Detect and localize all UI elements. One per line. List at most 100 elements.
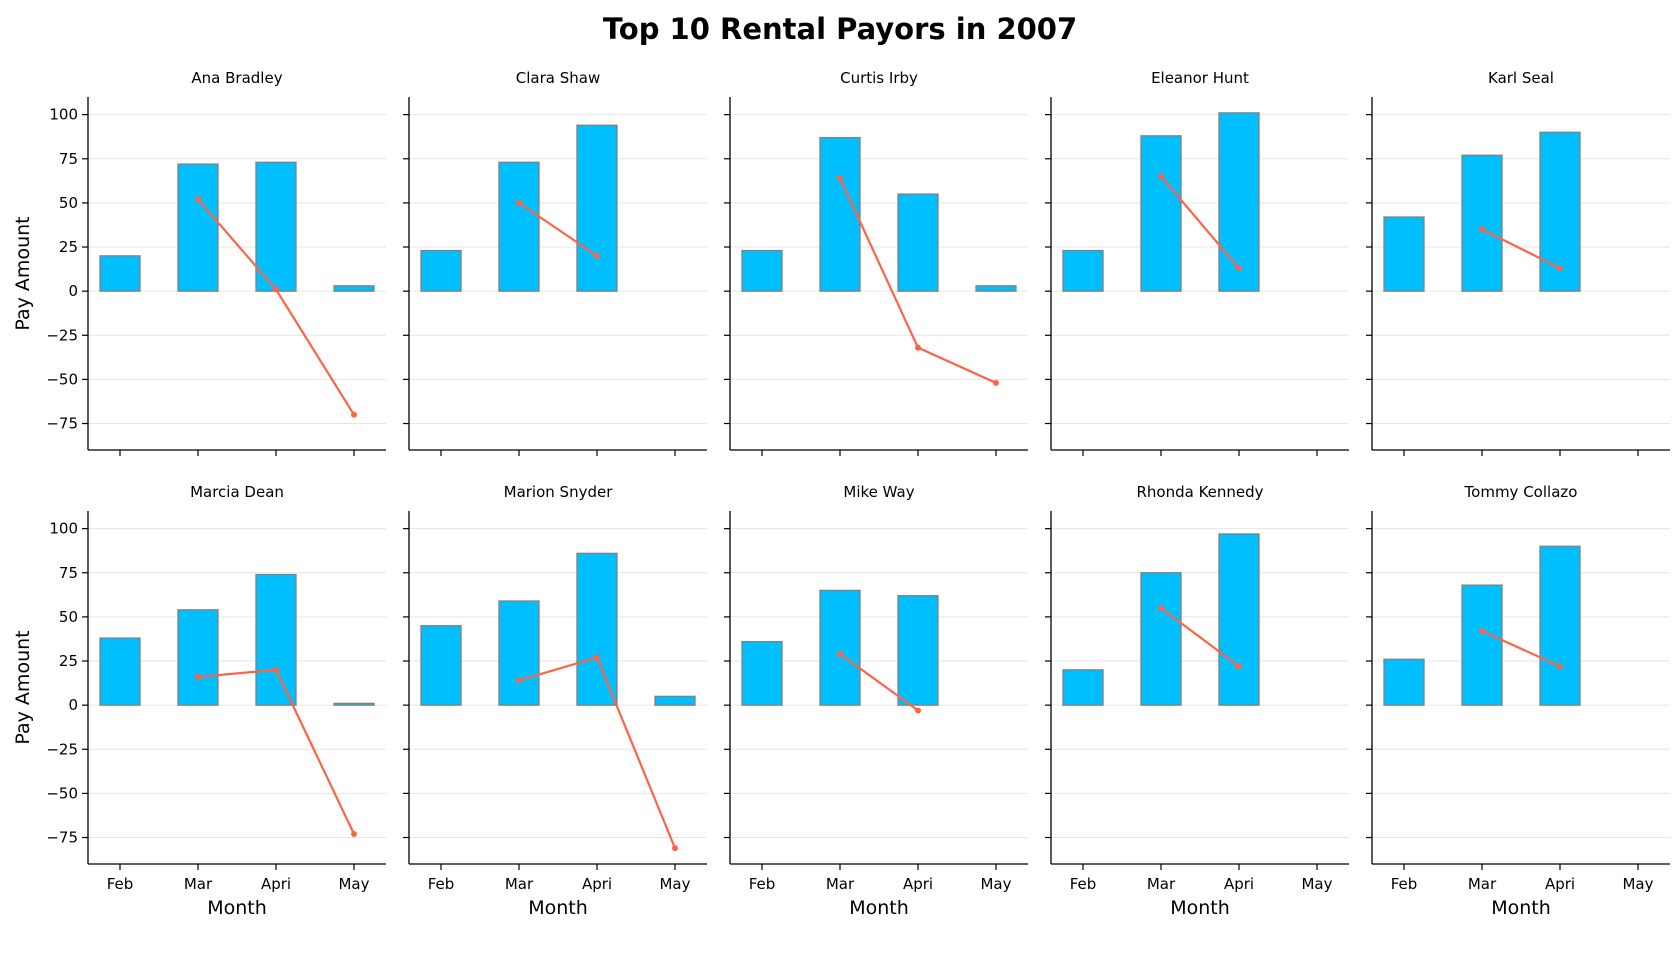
x-tick-label: Feb	[1070, 875, 1097, 893]
bar	[1461, 154, 1503, 292]
y-tick-label: 50	[59, 194, 78, 212]
series-line	[839, 653, 919, 712]
bar	[819, 589, 861, 706]
bar	[1383, 216, 1425, 292]
facet-curtis-irby: Curtis Irby	[724, 69, 1028, 456]
chart-title: Top 10 Rental Payors in 2007	[602, 12, 1078, 46]
x-tick-label: Apri	[903, 875, 933, 893]
bar	[1539, 131, 1581, 292]
line-point	[516, 677, 522, 684]
line-point	[1557, 663, 1563, 670]
y-tick-label: −25	[46, 740, 78, 758]
bar	[576, 124, 618, 292]
bar	[1218, 112, 1260, 292]
facet-title: Eleanor Hunt	[1151, 69, 1249, 87]
y-tick-label: −75	[46, 415, 78, 433]
facet-ana-bradley: −75 −50 −25 0 25 50 75 100 Ana Bradley Pay Amount	[12, 69, 386, 456]
bar	[819, 136, 861, 292]
x-tick-label: Apri	[1224, 875, 1254, 893]
facet-title: Curtis Irby	[840, 69, 918, 87]
x-tick-label: Feb	[107, 875, 134, 893]
x-tick-label: May	[659, 875, 690, 893]
line-point	[1158, 605, 1164, 612]
x-tick-label: May	[338, 875, 369, 893]
bar	[897, 193, 939, 292]
line-point	[1557, 265, 1563, 272]
facet-marcia-dean: −75 −50 −25 0 25 50 75 100 Feb Mar Apri May Marcia D…	[12, 483, 386, 919]
line-point	[351, 830, 357, 837]
facet-mike-way: Feb Mar Apri May Mike Way Month	[724, 483, 1028, 919]
x-tick-label: Feb	[749, 875, 776, 893]
x-axis-label: Month	[528, 897, 588, 919]
bar	[1539, 545, 1581, 706]
bar	[498, 600, 540, 706]
x-tick-label: Mar	[505, 875, 534, 893]
line-point	[273, 666, 279, 673]
facet-karl-seal: Karl Seal	[1366, 69, 1670, 456]
bar	[333, 702, 375, 706]
bar	[1383, 658, 1425, 706]
facet-rhonda-kennedy: Feb Mar Apri May Rhonda Kennedy Month	[1045, 483, 1349, 919]
x-tick-label: Mar	[826, 875, 855, 893]
facet-tommy-collazo: Feb Mar Apri May Tommy Collazo Month	[1366, 483, 1670, 919]
series-line	[1481, 630, 1561, 668]
series-line	[1160, 175, 1240, 269]
bar	[1461, 584, 1503, 706]
line-point	[516, 199, 522, 206]
bar	[99, 255, 141, 292]
facet-clara-shaw: Clara Shaw	[403, 69, 707, 456]
x-tick-label: Feb	[428, 875, 455, 893]
line-point	[837, 650, 843, 657]
series-line	[1481, 228, 1561, 270]
bar	[741, 640, 783, 706]
facet-title: Clara Shaw	[516, 69, 600, 87]
x-tick-label: Apri	[582, 875, 612, 893]
bar	[177, 163, 219, 292]
y-tick-label: −75	[46, 829, 78, 847]
bar	[99, 637, 141, 706]
line-point	[1479, 628, 1485, 635]
x-tick-label: Mar	[184, 875, 213, 893]
facet-title: Ana Bradley	[191, 69, 282, 87]
bar	[897, 595, 939, 706]
y-tick-label: 25	[59, 238, 78, 256]
x-tick-label: May	[980, 875, 1011, 893]
bar	[255, 161, 297, 292]
y-tick-label: −50	[46, 784, 78, 802]
line-point	[993, 379, 999, 386]
bar	[177, 609, 219, 706]
facet-eleanor-hunt: Eleanor Hunt	[1045, 69, 1349, 456]
y-tick-label: 75	[59, 564, 78, 582]
facet-title: Marion Snyder	[504, 483, 614, 501]
line-point	[195, 196, 201, 203]
facet-title: Tommy Collazo	[1464, 483, 1578, 501]
facet-title: Rhonda Kennedy	[1136, 483, 1263, 501]
x-tick-label: Mar	[1468, 875, 1497, 893]
bar	[1062, 669, 1104, 706]
line-point	[1479, 226, 1485, 233]
x-tick-label: Feb	[1391, 875, 1418, 893]
line-point	[837, 175, 843, 182]
y-axis-label: Pay Amount	[12, 216, 34, 330]
facet-title: Mike Way	[843, 483, 914, 501]
y-tick-label: 100	[49, 520, 78, 538]
line-point	[915, 707, 921, 714]
bar	[741, 249, 783, 292]
bar	[654, 695, 696, 706]
line-point	[594, 252, 600, 259]
line-point	[1236, 265, 1242, 272]
x-axis-label: Month	[1491, 897, 1551, 919]
y-tick-label: −50	[46, 370, 78, 388]
line-point	[915, 344, 921, 351]
y-tick-label: 50	[59, 608, 78, 626]
y-tick-label: 0	[68, 282, 78, 300]
x-axis-label: Month	[1170, 897, 1230, 919]
bar	[255, 573, 297, 706]
y-tick-label: 100	[49, 106, 78, 124]
x-tick-label: Apri	[261, 875, 291, 893]
bar	[333, 285, 375, 292]
facet-title: Karl Seal	[1488, 69, 1554, 87]
x-axis-label: Month	[849, 897, 909, 919]
